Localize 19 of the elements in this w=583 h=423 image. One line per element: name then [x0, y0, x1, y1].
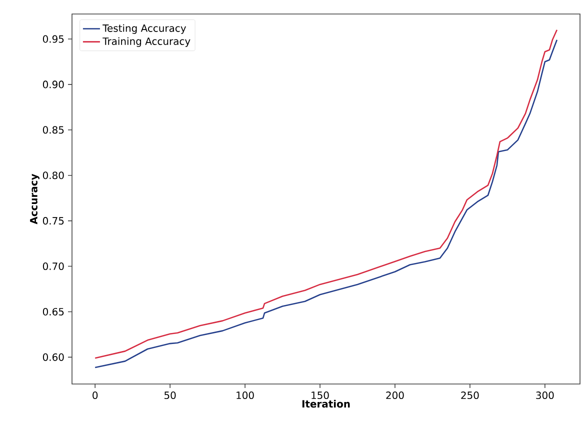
- legend-label: Testing Accuracy: [102, 24, 186, 34]
- x-tick-label: 300: [536, 392, 554, 400]
- legend-label: Training Accuracy: [102, 37, 190, 47]
- x-tick-label: 200: [386, 392, 404, 400]
- y-tick-label: 0.60: [42, 353, 64, 361]
- y-axis-title: Accuracy: [30, 174, 40, 224]
- y-tick-label: 0.65: [42, 308, 64, 316]
- x-tick-label: 0: [92, 392, 98, 400]
- x-tick-label: 100: [236, 392, 254, 400]
- y-tick-label: 0.80: [42, 172, 64, 180]
- x-tick-label: 250: [461, 392, 479, 400]
- x-tick-label: 150: [312, 392, 329, 400]
- y-tick-label: 0.90: [42, 80, 64, 88]
- y-tick-label: 0.70: [42, 262, 64, 270]
- y-tick-label: 0.85: [42, 126, 64, 134]
- y-tick-label: 0.75: [42, 217, 64, 225]
- x-axis-title: Iteration: [302, 400, 350, 408]
- x-tick-label: 50: [164, 392, 176, 400]
- y-tick-label: 0.95: [42, 35, 64, 43]
